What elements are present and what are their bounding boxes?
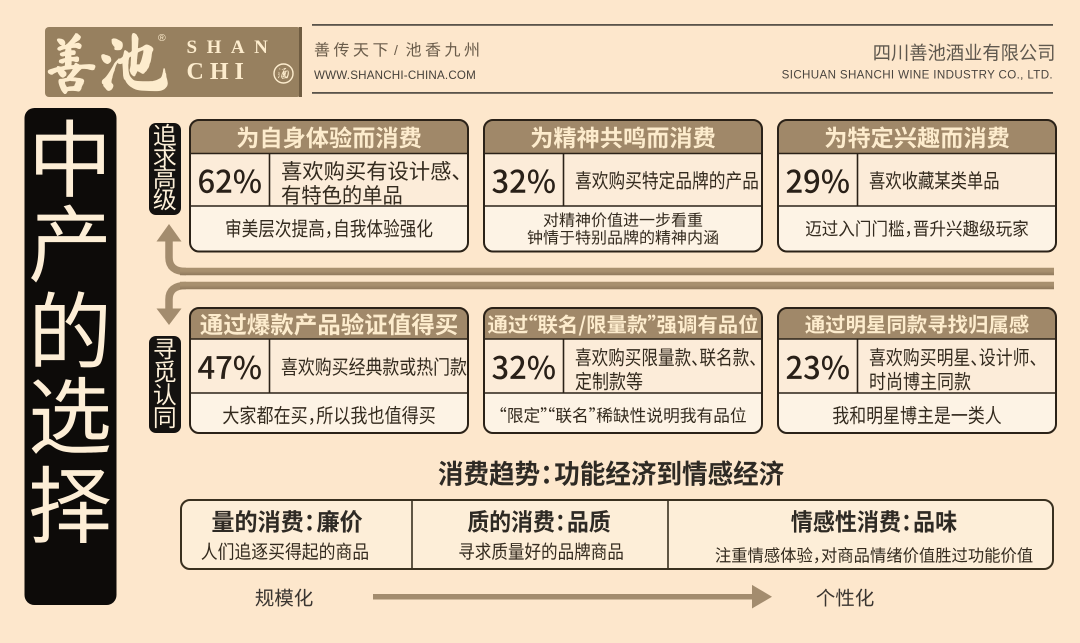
svg-text:WWW.SHANCHI-CHINA.COM: WWW.SHANCHI-CHINA.COM <box>314 69 476 82</box>
svg-text:CHI: CHI <box>187 59 250 85</box>
svg-text:SICHUAN SHANCHI WINE INDUSTRY: SICHUAN SHANCHI WINE INDUSTRY CO., LTD. <box>782 69 1053 82</box>
svg-text:SHAN: SHAN <box>187 37 278 58</box>
svg-text:/: / <box>394 42 398 58</box>
svg-text:®: ® <box>158 32 166 44</box>
